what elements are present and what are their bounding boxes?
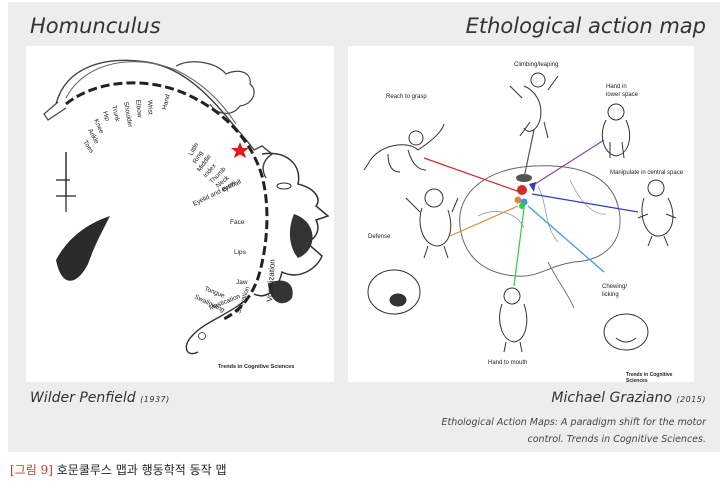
label-hip: Hip: [101, 110, 111, 122]
label-shoulder: Shoulder: [122, 101, 134, 129]
label-defense: Defense: [368, 234, 391, 240]
label-lips: Lips: [234, 249, 247, 256]
label-hand-lower-1: Hand in: [606, 84, 627, 90]
monkey-handmouth-head: [503, 287, 521, 305]
label-trunk: Trunk: [110, 105, 121, 123]
label-jaw: Jaw: [236, 279, 248, 286]
brainstem: [547, 261, 575, 309]
marker-climbing: [516, 174, 532, 182]
monkey-reach: [363, 123, 445, 173]
citation: Ethological Action Maps: A paradigm shif…: [406, 414, 706, 448]
label-climbing: Climbing/leaping: [514, 62, 558, 68]
homunculus-panel: Toes Ankle Knee Hip Trunk Shoulder Elbow…: [26, 46, 334, 382]
hand-outline: [175, 61, 255, 114]
monkey-defense: [405, 197, 459, 259]
homunculus-title: Homunculus: [30, 14, 161, 38]
monkey-defense-head: [424, 188, 444, 208]
head-profile: [253, 152, 330, 297]
line-climbing: [523, 129, 535, 179]
left-credit: Trends in Cognitive Sciences: [218, 364, 295, 370]
monkey-handmouth: [499, 303, 528, 353]
line-defense: [449, 205, 519, 237]
eye: [276, 182, 292, 190]
monkey-chewing-face: [603, 313, 649, 351]
marker-reach: [517, 185, 527, 195]
right-author-year: (2015): [676, 395, 706, 404]
brain-sulci: [477, 179, 607, 243]
caption-text: 호문쿨루스 맵과 행동학적 동작 맵: [56, 463, 227, 477]
monkey-manip: [637, 197, 677, 247]
genitalia-shape: [56, 216, 110, 281]
line-hand-mouth: [513, 207, 525, 287]
arm-outline: [65, 61, 237, 125]
label-manipulate: Manipulate in central space: [610, 170, 684, 176]
label-wrist: Wrist: [146, 100, 154, 115]
marker-hand-mouth: [519, 203, 525, 209]
label-vocalization: Vocalization: [265, 259, 277, 302]
foot-outline: [43, 101, 67, 121]
brain-outline: [459, 165, 621, 277]
label-elbow: Elbow: [134, 99, 143, 118]
throat-outline: [185, 299, 247, 355]
monkey-reach-head: [408, 130, 424, 146]
red-star-marker: [231, 142, 249, 158]
label-chewing-1: Chewing/: [602, 284, 627, 290]
action-map-panel: Reach to grasp Climbing/leaping Hand in …: [348, 46, 694, 384]
line-chewing: [527, 205, 605, 273]
label-face: Face: [230, 219, 245, 226]
marker-defense: [514, 196, 522, 204]
label-reach: Reach to grasp: [386, 94, 427, 100]
left-author-year: (1937): [140, 395, 170, 404]
homunculus-diagram: Toes Ankle Knee Hip Trunk Shoulder Elbow…: [43, 59, 330, 355]
label-hand: Hand: [161, 93, 172, 110]
line-manipulate: [531, 193, 639, 213]
right-author-name: Michael Graziano: [551, 390, 672, 406]
line-reach: [423, 157, 521, 193]
chewing-face-mouth: [615, 337, 637, 343]
right-credit: Trends in Cognitive Sciences: [626, 372, 673, 384]
action-map-title: Ethological action map: [465, 14, 706, 38]
action-map-diagram: Reach to grasp Climbing/leaping Hand in …: [363, 62, 684, 366]
mouth: [289, 214, 313, 258]
caption-tag: [그림 9]: [10, 463, 53, 477]
citation-line-2: control. Trends in Cognitive Sciences.: [527, 434, 706, 445]
right-author: Michael Graziano (2015): [551, 390, 706, 406]
monkey-climb: [509, 75, 559, 139]
left-author-name: Wilder Penfield: [30, 390, 136, 406]
left-author: Wilder Penfield (1937): [30, 390, 170, 406]
tongue-shape: [268, 280, 293, 304]
copyright-mark: [198, 332, 206, 340]
line-hand-lower: [531, 139, 605, 187]
label-hand-mouth: Hand to mouth: [488, 360, 527, 366]
figure-caption: [그림 9] 호문쿨루스 맵과 행동학적 동작 맵: [10, 461, 227, 478]
monkey-climb-head: [530, 72, 546, 88]
body-outline: [55, 59, 274, 179]
figure: Homunculus Ethological action map: [8, 2, 720, 452]
monkey-figures: [363, 72, 677, 353]
monkey-lower: [601, 119, 631, 159]
monkey-manip-head: [647, 179, 665, 197]
monkey-lower-head: [607, 103, 625, 121]
monkey-defense-face: [367, 269, 421, 315]
marker-manipulate: [529, 182, 536, 192]
citation-line-1: Ethological Action Maps: A paradigm shif…: [441, 417, 706, 428]
defense-face-mouth: [389, 293, 407, 307]
label-chewing-2: licking: [602, 292, 619, 298]
hip-lines: [56, 179, 76, 212]
label-hand-lower-2: lower space: [606, 92, 639, 98]
